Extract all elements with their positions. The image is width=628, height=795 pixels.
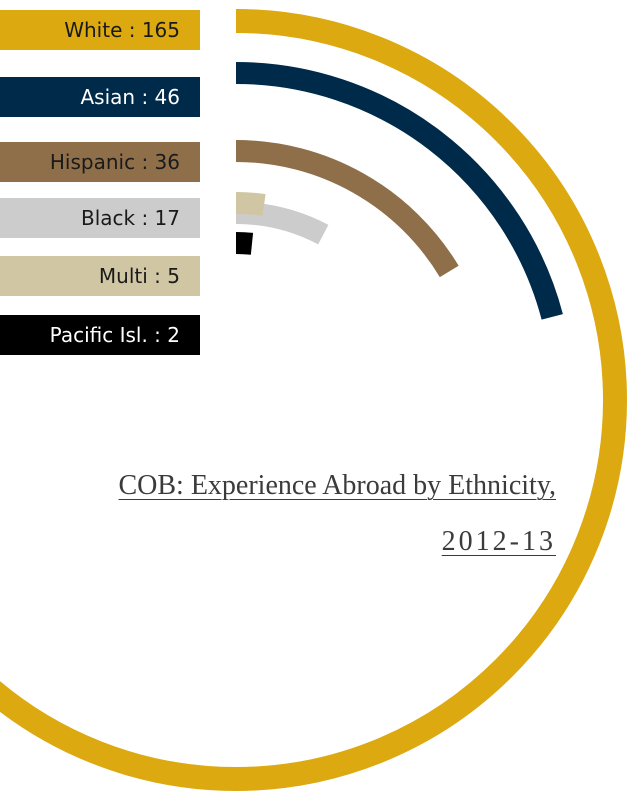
chart-title-block: COB: Experience Abroad by Ethnicity, 201… (118, 458, 556, 570)
legend-box-pacific-isl (0, 315, 200, 355)
bar-pacific-isl (235, 231, 254, 255)
legend-box-black (0, 198, 200, 238)
bar-white (0, 9, 627, 791)
bar-multi (235, 192, 266, 216)
legend-label-asian: Asian : 46 (80, 85, 181, 109)
legend-box-multi (0, 256, 200, 296)
legend-label-hispanic: Hispanic : 36 (49, 150, 180, 174)
legend-box-white (0, 10, 200, 50)
chart-subtitle: 2012-13 (441, 526, 556, 557)
legend-box-asian (0, 77, 200, 117)
legend-label-pacific-isl: Pacific Isl. : 2 (49, 323, 180, 347)
chart-title: COB: Experience Abroad by Ethnicity, (118, 470, 556, 501)
bar-hispanic (235, 140, 459, 278)
legend-box-hispanic (0, 142, 200, 182)
bar-asian (235, 62, 563, 320)
legend-label-multi: Multi : 5 (98, 264, 180, 288)
legend-label-white: White : 165 (64, 18, 180, 42)
legend-label-black: Black : 17 (80, 206, 180, 230)
bar-black (235, 202, 329, 245)
